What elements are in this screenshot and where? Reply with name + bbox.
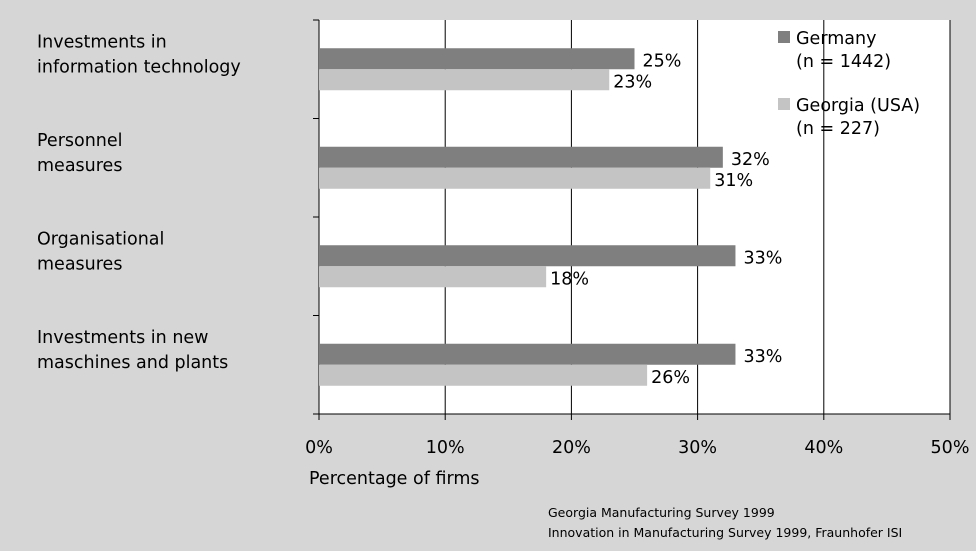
x-tick-label: 10% [426,438,465,458]
category-label: measures [37,254,122,274]
source-note: Georgia Manufacturing Survey 1999 [548,505,775,520]
data-label: 31% [714,171,753,191]
legend-swatch [778,98,790,110]
category-label: Organisational [37,229,164,249]
bar-georgia [319,364,648,386]
bar-germany [319,146,723,168]
bar-georgia [319,167,711,189]
bar-germany [319,48,635,70]
bar-georgia [319,266,547,288]
x-tick-label: 40% [804,438,843,458]
category-label: Personnel [37,131,123,151]
category-label: Investments in new [37,328,209,348]
legend-entry: Georgia (USA) [796,96,920,116]
bar-germany [319,343,736,365]
legend-entry: Germany [796,29,876,49]
category-label: information technology [37,57,241,77]
data-label: 33% [743,347,782,367]
category-label: measures [37,156,122,176]
legend-entry: (n = 1442) [796,52,891,72]
category-label: maschines and plants [37,353,228,373]
legend-entry: (n = 227) [796,119,880,139]
data-label: 23% [613,72,652,92]
x-tick-label: 20% [552,438,591,458]
bar-georgia [319,69,610,91]
data-label: 32% [731,150,770,170]
bar-germany [319,245,736,267]
data-label: 18% [550,269,589,289]
source-note: Innovation in Manufacturing Survey 1999,… [548,525,902,540]
category-label: Investments in [37,32,167,52]
x-tick-label: 30% [678,438,717,458]
data-label: 25% [643,51,682,71]
x-tick-label: 50% [931,438,970,458]
data-label: 26% [651,368,690,388]
legend-swatch [778,31,790,43]
x-axis-title: Percentage of firms [309,469,480,489]
x-tick-label: 0% [305,438,333,458]
data-label: 33% [743,248,782,268]
